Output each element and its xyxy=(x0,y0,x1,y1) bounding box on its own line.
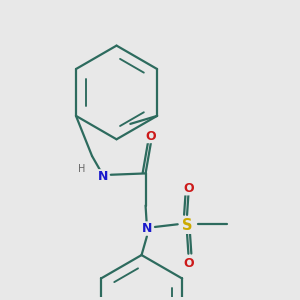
Text: O: O xyxy=(183,257,194,270)
Text: N: N xyxy=(142,222,152,235)
Text: O: O xyxy=(183,182,194,195)
Text: N: N xyxy=(98,170,108,183)
Text: H: H xyxy=(78,164,85,174)
Text: O: O xyxy=(146,130,156,142)
Text: S: S xyxy=(182,218,192,233)
